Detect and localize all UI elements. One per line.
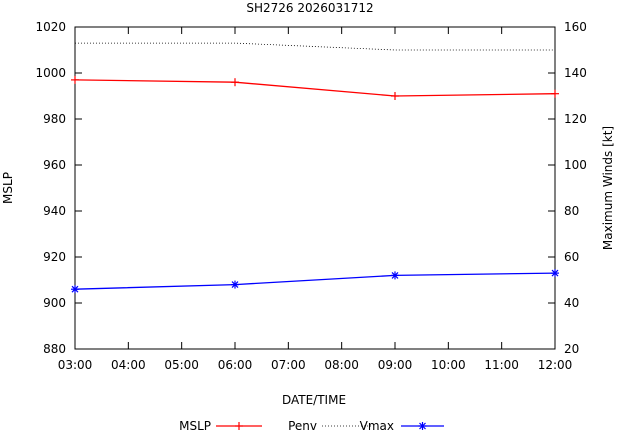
x-tick-label: 04:00 bbox=[111, 358, 146, 372]
y-right-tick-label: 100 bbox=[564, 158, 587, 172]
y-left-tick-label: 900 bbox=[43, 296, 66, 310]
y-right-tick-label: 40 bbox=[564, 296, 579, 310]
series-mslp-point bbox=[231, 78, 239, 87]
y-right-axis-label: Maximum Winds [kt] bbox=[601, 126, 615, 250]
x-tick-label: 09:00 bbox=[378, 358, 413, 372]
series-vmax-point bbox=[551, 269, 559, 278]
y-left-tick-label: 980 bbox=[43, 112, 66, 126]
y-right-tick-label: 60 bbox=[564, 250, 579, 264]
series-vmax-line bbox=[74, 272, 556, 290]
y-right-tick-label: 160 bbox=[564, 20, 587, 34]
series-penv-line bbox=[75, 42, 555, 51]
x-tick-label: 05:00 bbox=[164, 358, 199, 372]
series-vmax-point bbox=[71, 285, 79, 294]
legend-marker-vmax bbox=[418, 422, 427, 430]
y-left-tick-label: 1000 bbox=[35, 66, 66, 80]
y-right-tick-label: 120 bbox=[564, 112, 587, 126]
legend-label-mslp: MSLP bbox=[179, 419, 211, 432]
x-tick-label: 08:00 bbox=[324, 358, 359, 372]
x-tick-label: 11:00 bbox=[484, 358, 519, 372]
x-tick-label: 03:00 bbox=[58, 358, 93, 372]
y-left-tick-label: 1020 bbox=[35, 20, 66, 34]
y-left-tick-label: 960 bbox=[43, 158, 66, 172]
legend-label-vmax: Vmax bbox=[360, 419, 394, 432]
y-right-tick-label: 20 bbox=[564, 342, 579, 356]
y-left-tick-label: 880 bbox=[43, 342, 66, 356]
y-left-axis-label: MSLP bbox=[1, 172, 15, 204]
legend-label-penv: Penv bbox=[288, 419, 317, 432]
x-axis-label: DATE/TIME bbox=[282, 393, 346, 407]
chart-title: SH2726 2026031712 bbox=[246, 1, 373, 15]
x-tick-label: 10:00 bbox=[431, 358, 466, 372]
y-right-axis: 20 40 60 80 100 120 140 160 bbox=[548, 20, 587, 356]
y-right-tick-label: 80 bbox=[564, 204, 579, 218]
series-mslp-line bbox=[74, 79, 556, 97]
y-left-axis: 880 900 920 940 960 980 1000 1020 bbox=[35, 20, 82, 356]
series-mslp-point bbox=[71, 75, 79, 84]
x-tick-label: 12:00 bbox=[538, 358, 573, 372]
legend: MSLP Penv Vmax bbox=[179, 419, 444, 432]
series-vmax-point bbox=[391, 271, 399, 280]
plot-frame bbox=[74, 26, 556, 350]
y-left-tick-label: 920 bbox=[43, 250, 66, 264]
series-mslp-point bbox=[551, 89, 559, 98]
y-left-tick-label: 940 bbox=[43, 204, 66, 218]
x-tick-label: 06:00 bbox=[218, 358, 253, 372]
series-vmax-point bbox=[231, 280, 239, 289]
x-tick-label: 07:00 bbox=[271, 358, 306, 372]
y-right-tick-label: 140 bbox=[564, 66, 587, 80]
series-mslp-point bbox=[391, 92, 399, 100]
legend-marker-mslp bbox=[235, 422, 243, 430]
series-layer bbox=[71, 42, 559, 294]
x-axis: 03:00 04:00 05:00 06:00 07:00 08:00 09:00 10:00… bbox=[58, 27, 573, 372]
